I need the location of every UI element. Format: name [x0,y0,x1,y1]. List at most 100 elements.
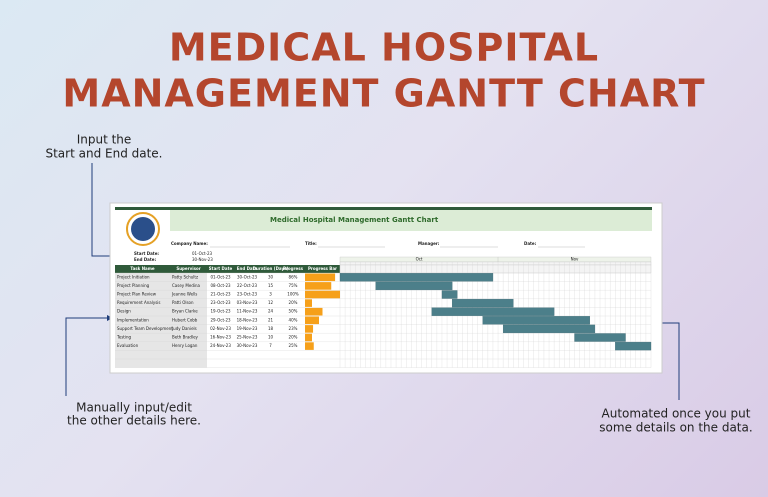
cell: Testing [116,335,132,340]
cell: 30 [268,274,274,279]
cell: 30-Oct-23 [237,274,258,279]
field-value: 01-Oct-23 [192,251,213,256]
column-header: Supervisor [176,266,200,271]
header-row [115,265,340,273]
field-label: Start Date: [134,251,159,256]
sheet-band [115,207,652,210]
cell: Patti Olson [172,300,194,305]
cell: 86% [289,274,298,279]
gantt-bar [431,307,555,316]
field-label: Manager: [418,241,440,246]
cell: Design [117,309,131,314]
progress-bar [305,307,323,316]
cell: 21 [268,317,274,322]
cell: 20% [289,300,298,305]
logo [131,217,155,241]
cell: Project Plan Review [117,292,157,297]
cell: Evaluation [117,343,139,348]
field-label: Title: [305,241,317,246]
cell: 24-Nov-23 [210,343,231,348]
callout: Manually input/edit [76,401,192,415]
spreadsheet: Medical Hospital Management Gantt Chart … [109,202,663,374]
column-header: Start Date [209,266,233,271]
task-col-bg [115,273,207,368]
cell: 29-Oct-23 [210,317,231,322]
gantt-bar [375,281,453,291]
cell: 02-Nov-23 [210,326,231,331]
progress-bar [305,282,332,290]
cell: 18 [268,326,274,331]
month-label: Nov [571,257,579,262]
column-header: Progress Bar [308,266,337,271]
cell: 21-Oct-23 [210,292,231,297]
progress-bar [305,333,312,342]
callout: some details on the data. [599,421,752,435]
cell: 25% [289,343,298,348]
cell: Implementation [117,317,149,322]
cell: 08-Oct-23 [210,283,231,288]
column-header: End Date [237,266,258,271]
cell: 15 [268,283,274,288]
gantt-bar [441,290,458,299]
cell: Support Team Development [117,326,173,331]
cell: 23-Oct-23 [210,300,231,305]
cell: 23% [289,326,298,331]
field-label: End Date: [134,257,156,262]
field-label: Company Name: [171,241,208,246]
cell: 12 [268,300,274,305]
cell: Requirement Analysis [117,300,160,305]
cell: Project Initiation [117,274,150,279]
gantt-bar [502,324,596,334]
gantt-bar [482,316,590,325]
title: MANAGEMENT GANTT CHART [62,72,705,116]
cell: 10 [268,335,274,340]
progress-bar [305,342,314,350]
column-header: Task Name [130,266,155,271]
progress-bar [305,316,319,325]
cell: Jeanne Wells [171,292,197,297]
title: MEDICAL HOSPITAL [169,26,599,70]
cell: 40% [289,317,298,322]
gantt-bar [452,298,514,308]
cell: 03-Nov-23 [237,300,258,305]
month-label: Oct [416,257,423,262]
cell: 11-Nov-23 [237,309,258,314]
cell: 7 [269,343,272,348]
callout: Input the [77,133,132,147]
callout: Start and End date. [45,147,162,161]
field-label: Date: [524,241,537,246]
cell: Judy Daniels [171,326,197,331]
gantt-bar [574,333,626,342]
progress-bar [305,299,312,307]
callout: Automated once you put [602,407,751,421]
cell: Hubert Cobb [172,317,198,322]
cell: Patty Schultz [172,274,198,279]
progress-bar [305,325,314,333]
gantt-header [339,264,652,274]
cell: 18-Nov-23 [237,317,258,322]
cell: 100% [287,292,299,297]
cell: Project Planning [117,283,150,288]
cell: 19-Oct-23 [210,309,231,314]
arrow [65,315,113,396]
field-value: 30-Nov-23 [192,257,213,262]
sheet-title: Medical Hospital Management Gantt Chart [270,216,439,224]
cell: 19-Nov-23 [237,326,258,331]
cell: 50% [289,309,298,314]
cell: 75% [289,283,298,288]
cell: 30-Nov-23 [237,343,258,348]
cell: 20% [289,335,298,340]
cell: 24 [268,309,274,314]
cell: 3 [269,292,272,297]
cell: 16-Nov-23 [210,335,231,340]
cell: Casey Medina [172,283,201,288]
sheet-header [170,210,652,231]
cell: 01-Oct-23 [210,274,231,279]
cell: 25-Nov-23 [237,335,258,340]
progress-bar [305,273,336,282]
gantt-bar [339,273,494,282]
callout: the other details here. [67,414,201,428]
progress-bar [305,290,340,299]
